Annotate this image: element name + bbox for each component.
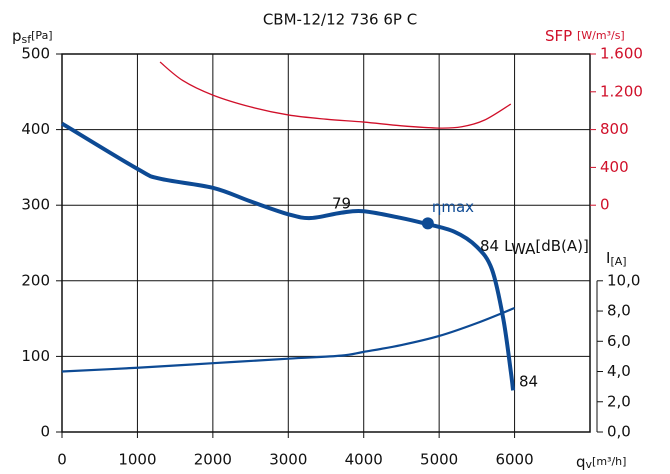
annotation: 84	[519, 373, 538, 391]
x-tick-label: 0	[57, 451, 67, 469]
y3-axis-label: I[A]	[606, 249, 627, 269]
y3-tick-label: 2,0	[607, 392, 631, 410]
y2-label-symbol: SFP	[545, 27, 572, 45]
y-axis-label: psf[Pa]	[12, 27, 53, 47]
y2-tick-label: 800	[600, 120, 629, 138]
x-label-sub: v	[586, 458, 593, 471]
curve-y3	[61, 306, 515, 373]
y-tick-label: 200	[21, 271, 50, 289]
x-axis-label: qv[m³/h]	[576, 453, 626, 472]
curve-y	[60, 121, 516, 391]
annotation: 79	[332, 195, 351, 213]
eta-max-label: ηmax	[432, 198, 474, 216]
x-tick-label: 4000	[345, 451, 383, 469]
lwa-annotation: 84 LWA[dB(A)]	[480, 237, 589, 258]
y2-label-unit: [W/m³/s]	[577, 29, 625, 42]
y-tick-label: 300	[21, 196, 50, 214]
x-tick-label: 6000	[495, 451, 533, 469]
x-tick-label: 3000	[269, 451, 307, 469]
x-tick-label: 5000	[420, 451, 458, 469]
y-label-sub: sf	[22, 33, 33, 46]
y2-tick-label: 1.200	[600, 82, 643, 100]
curve-y2	[159, 61, 512, 129]
x-tick-label: 2000	[194, 451, 232, 469]
y2-axis-label: SFP [W/m³/s]	[545, 27, 625, 45]
y-tick-label: 500	[21, 45, 50, 63]
y-label-symbol: p	[12, 27, 22, 45]
y3-tick-label: 0,0	[607, 423, 631, 441]
y3-tick-label: 8,0	[607, 302, 631, 320]
x-tick-label: 1000	[118, 451, 156, 469]
y3-label-symbol: I	[606, 249, 610, 267]
lwa-sub: WA	[511, 240, 536, 258]
y-tick-label: 100	[21, 347, 50, 365]
y3-tick-label: 6,0	[607, 332, 631, 350]
chart-title: CBM-12/12 736 6P C	[263, 11, 417, 29]
y3-tick-label: 10,0	[607, 271, 640, 289]
y3-tick-label: 4,0	[607, 362, 631, 380]
y-tick-label: 0	[40, 423, 50, 441]
lwa-value: 84	[480, 237, 499, 255]
y-tick-label: 400	[21, 120, 50, 138]
lwa-unit: [dB(A)]	[535, 237, 588, 255]
eta-max-point	[421, 217, 434, 230]
lwa-prefix: L	[504, 237, 513, 255]
y2-tick-label: 0	[600, 196, 610, 214]
y-label-unit: [Pa]	[31, 29, 52, 42]
x-label-unit: [m³/h]	[592, 455, 626, 468]
x-label-symbol: q	[576, 453, 586, 471]
y2-tick-label: 1.600	[600, 45, 643, 63]
y2-tick-label: 400	[600, 158, 629, 176]
y3-label-unit: [A]	[610, 255, 626, 268]
